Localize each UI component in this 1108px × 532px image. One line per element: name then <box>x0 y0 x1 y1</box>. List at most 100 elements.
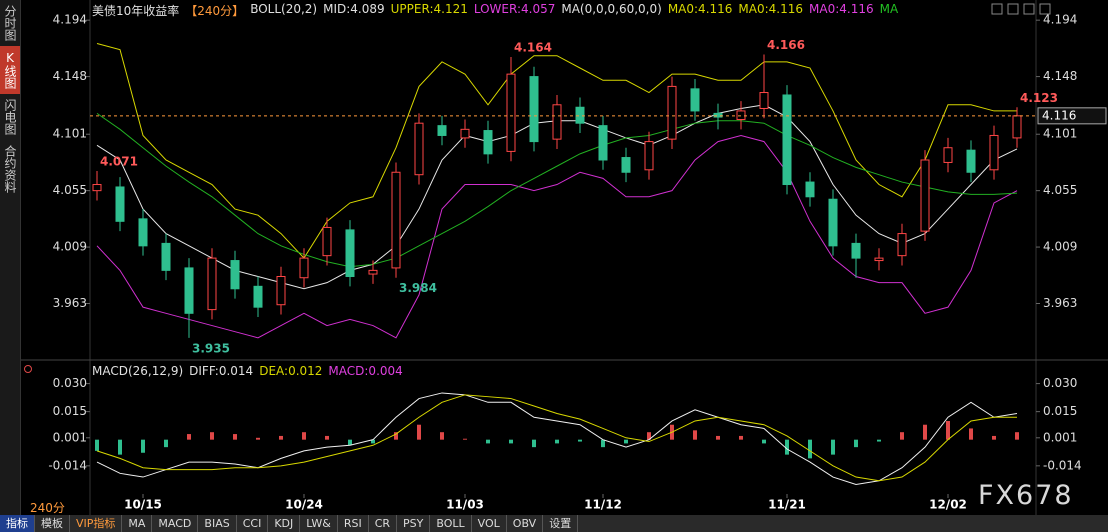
legend-item: MID:4.089 <box>323 2 385 19</box>
y-tick-label: 4.101 <box>1043 127 1077 141</box>
macd-bar <box>831 440 835 455</box>
legend-item: DIFF:0.014 <box>189 364 253 378</box>
candle-body <box>737 111 745 120</box>
sidebar-tab[interactable]: K线图 <box>0 46 20 94</box>
candle-body <box>461 129 469 138</box>
legend-item: MACD(26,12,9) <box>92 364 183 378</box>
candle-body <box>691 89 699 111</box>
macd-bar <box>877 440 881 442</box>
candle-body <box>576 107 584 123</box>
legend-item: MA0:4.116 <box>738 2 803 19</box>
toolbar-tab[interactable]: KDJ <box>268 515 300 532</box>
macd-bar <box>440 432 444 439</box>
toolbar-tab[interactable]: MACD <box>152 515 198 532</box>
x-tick-label: 11/21 <box>768 498 806 512</box>
candle-body <box>300 258 308 278</box>
panel-icon[interactable] <box>25 366 32 373</box>
candle-body <box>622 158 630 173</box>
x-tick-label: 10/15 <box>124 498 162 512</box>
candle-body <box>898 234 906 256</box>
candle-body <box>346 230 354 277</box>
sidebar: 分时图K线图闪电图合约资料 <box>0 0 21 515</box>
macd-bar <box>532 440 536 447</box>
y-tick-label: 3.963 <box>53 296 87 310</box>
macd-header: MACD(26,12,9)DIFF:0.014DEA:0.012MACD:0.0… <box>92 364 403 378</box>
toolbar-tab[interactable]: LW& <box>300 515 338 532</box>
legend-item: MACD:0.004 <box>328 364 402 378</box>
legend-item: MA(0,0,0,60,0,0) <box>561 2 661 19</box>
macd-bar <box>95 440 99 451</box>
x-tick-label: 11/12 <box>584 498 622 512</box>
toolbar-tab[interactable]: 设置 <box>543 515 578 532</box>
y-tick-label: 4.055 <box>1043 183 1077 197</box>
toolbar-tab[interactable]: CCI <box>237 515 269 532</box>
extreme-label: 4.164 <box>514 40 552 54</box>
macd-bar <box>762 440 766 444</box>
candle-body <box>507 74 515 151</box>
y-tick-label: 0.015 <box>1043 404 1077 418</box>
candle-body <box>806 182 814 197</box>
y-tick-label: 4.194 <box>53 13 87 27</box>
candle-body <box>944 148 952 163</box>
sidebar-tab[interactable]: 闪电图 <box>0 94 20 140</box>
y-tick-label: 4.148 <box>53 69 87 83</box>
toolbar-tab[interactable]: VOL <box>472 515 507 532</box>
candle-body <box>208 258 216 310</box>
x-tick-label: 12/02 <box>929 498 967 512</box>
toolbar-tab[interactable]: CR <box>369 515 397 532</box>
extreme-label: 3.935 <box>192 341 230 355</box>
candle-body <box>990 135 998 169</box>
macd-bar <box>739 436 743 440</box>
y-tick-label: -0.014 <box>1043 458 1082 472</box>
macd-bar <box>118 440 122 455</box>
legend-item: UPPER:4.121 <box>391 2 468 19</box>
y-tick-label: 0.001 <box>1043 430 1077 444</box>
macd-bar <box>486 440 490 444</box>
macd-bar <box>302 432 306 439</box>
y-tick-label: -0.014 <box>48 458 87 472</box>
toolbar-tab[interactable]: RSI <box>338 515 369 532</box>
candle-body <box>599 126 607 160</box>
candle-body <box>392 172 400 268</box>
y-tick-label: 4.055 <box>53 183 87 197</box>
toolbar-tab[interactable]: VIP指标 <box>70 515 122 532</box>
candle-body <box>829 199 837 246</box>
sidebar-tab[interactable]: 分时图 <box>0 0 20 46</box>
candle-body <box>139 219 147 246</box>
macd-bar <box>992 436 996 440</box>
toolbar-tab[interactable]: 模板 <box>35 515 70 532</box>
toolbar-tab[interactable]: BOLL <box>430 515 471 532</box>
macd-bar <box>900 432 904 439</box>
legend-item: 【240分】 <box>185 2 244 19</box>
legend-item: BOLL(20,2) <box>250 2 317 19</box>
candle-body <box>415 123 423 175</box>
icon[interactable] <box>1008 4 1018 14</box>
candle-body <box>714 113 722 117</box>
macd-bar <box>463 439 467 440</box>
sidebar-tab[interactable]: 合约资料 <box>0 140 20 198</box>
macd-bar <box>808 440 812 459</box>
toolbar-tab[interactable]: 指标 <box>0 515 35 532</box>
y-tick-label: 4.194 <box>1043 13 1077 27</box>
toolbar-tab[interactable]: MA <box>122 515 152 532</box>
y-tick-label: 4.009 <box>1043 240 1077 254</box>
macd-bar <box>141 440 145 453</box>
y-tick-label: 0.015 <box>53 404 87 418</box>
candle-body <box>852 243 860 258</box>
extreme-label: 4.123 <box>1020 91 1058 105</box>
candle-body <box>553 105 561 139</box>
last-price-label: 4.116 <box>1042 108 1076 122</box>
macd-bar <box>716 436 720 440</box>
candle-body <box>967 150 975 172</box>
candle-body <box>93 185 101 191</box>
icon[interactable] <box>1024 4 1034 14</box>
toolbar-tab[interactable]: BIAS <box>198 515 236 532</box>
toolbar-tab[interactable]: PSY <box>397 515 430 532</box>
legend-item: MA <box>880 2 899 19</box>
toolbar-tab[interactable]: OBV <box>507 515 543 532</box>
period-button[interactable]: 240分 <box>30 499 65 516</box>
macd-bar <box>1015 432 1019 439</box>
icon[interactable] <box>992 4 1002 14</box>
main-header: 美债10年收益率 【240分】BOLL(20,2)MID:4.089UPPER:… <box>92 2 898 19</box>
